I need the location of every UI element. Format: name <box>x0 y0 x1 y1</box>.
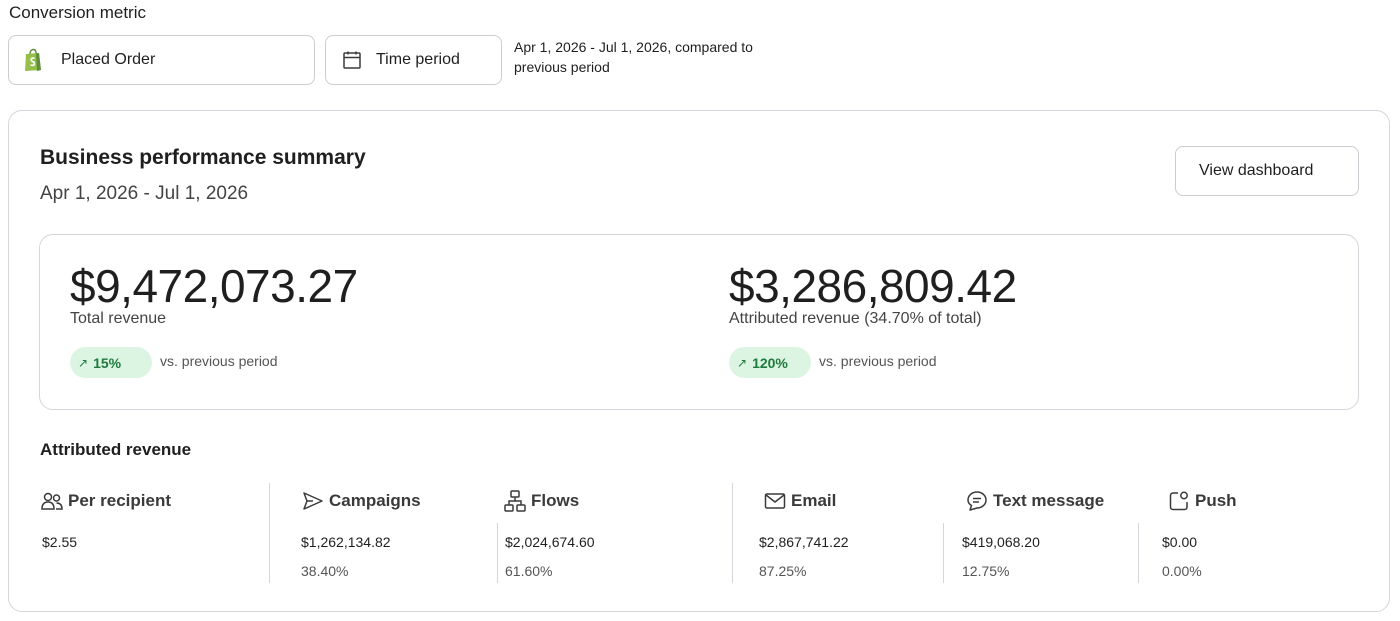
view-dashboard-button[interactable]: View dashboard <box>1175 146 1359 196</box>
conversion-metric-label: Conversion metric <box>9 3 146 22</box>
metric-per-recipient: Per recipient $2.55 <box>40 489 171 550</box>
attributed-revenue-title: Attributed revenue <box>40 440 192 459</box>
divider <box>732 483 733 583</box>
metric-label: Per recipient <box>68 491 171 510</box>
placed-order-label: Placed Order <box>61 51 156 68</box>
metric-value: $0.00 <box>1162 534 1198 550</box>
chat-icon <box>965 489 989 513</box>
metric-value: $419,068.20 <box>962 534 1040 550</box>
metric-percent: 61.60% <box>505 563 553 579</box>
attributed-revenue-change: 120% <box>752 354 788 371</box>
divider <box>497 523 498 583</box>
metric-flows: Flows $2,024,674.60 61.60% <box>503 489 595 579</box>
metric-value: $2,024,674.60 <box>505 534 595 550</box>
business-performance-card: Business performance summary Apr 1, 2026… <box>8 110 1390 612</box>
metric-label: Text message <box>993 491 1105 510</box>
metric-label: Flows <box>531 491 580 510</box>
metric-text-message: Text message $419,068.20 12.75% <box>962 489 1105 579</box>
card-date-range: Apr 1, 2026 - Jul 1, 2026 <box>40 183 249 204</box>
total-revenue-amount: $9,472,073.27 <box>70 260 358 312</box>
attributed-revenue-comparison: vs. previous period <box>819 353 937 369</box>
metric-value: $2,867,741.22 <box>759 534 849 550</box>
divider <box>1138 523 1139 583</box>
attributed-revenue-label: Attributed revenue (34.70% of total) <box>729 310 982 327</box>
trend-up-icon: ↗ <box>78 355 89 370</box>
push-icon <box>1167 489 1191 513</box>
flow-icon <box>503 489 527 513</box>
attributed-revenue-amount: $3,286,809.42 <box>729 260 1017 312</box>
total-revenue-change: 15% <box>93 354 122 371</box>
metric-label: Push <box>1195 491 1237 510</box>
divider <box>269 483 270 583</box>
placed-order-select[interactable]: Placed Order <box>8 35 315 85</box>
metric-percent: 87.25% <box>759 563 807 579</box>
metric-campaigns: Campaigns $1,262,134.82 38.40% <box>301 489 421 579</box>
attributed-revenue-change-badge: ↗ 120% <box>729 347 811 378</box>
metric-percent: 38.40% <box>301 563 349 579</box>
divider <box>943 523 944 583</box>
send-icon <box>301 489 325 513</box>
metric-percent: 0.00% <box>1162 563 1202 579</box>
metric-value: $2.55 <box>42 534 78 550</box>
card-title: Business performance summary <box>40 146 366 169</box>
mail-icon <box>763 489 787 513</box>
metric-label: Campaigns <box>329 491 421 510</box>
total-revenue-comparison: vs. previous period <box>160 353 278 369</box>
time-period-select[interactable]: Time period <box>325 35 502 85</box>
metric-label: Email <box>791 491 837 510</box>
metric-push: Push $0.00 0.00% <box>1162 489 1237 579</box>
metric-percent: 12.75% <box>962 563 1010 579</box>
metric-email: Email $2,867,741.22 87.25% <box>759 489 849 579</box>
shopify-bag-icon <box>22 48 44 72</box>
revenue-summary-box: $9,472,073.27 Total revenue ↗ 15% vs. pr… <box>39 234 1359 410</box>
trend-up-icon: ↗ <box>737 355 748 370</box>
total-revenue-label: Total revenue <box>70 310 167 327</box>
date-range-note: Apr 1, 2026 - Jul 1, 2026, compared to p… <box>514 39 753 75</box>
metric-value: $1,262,134.82 <box>301 534 391 550</box>
time-period-label: Time period <box>376 51 460 68</box>
calendar-icon <box>341 48 363 72</box>
total-revenue-change-badge: ↗ 15% <box>70 347 152 378</box>
people-icon <box>40 489 64 513</box>
